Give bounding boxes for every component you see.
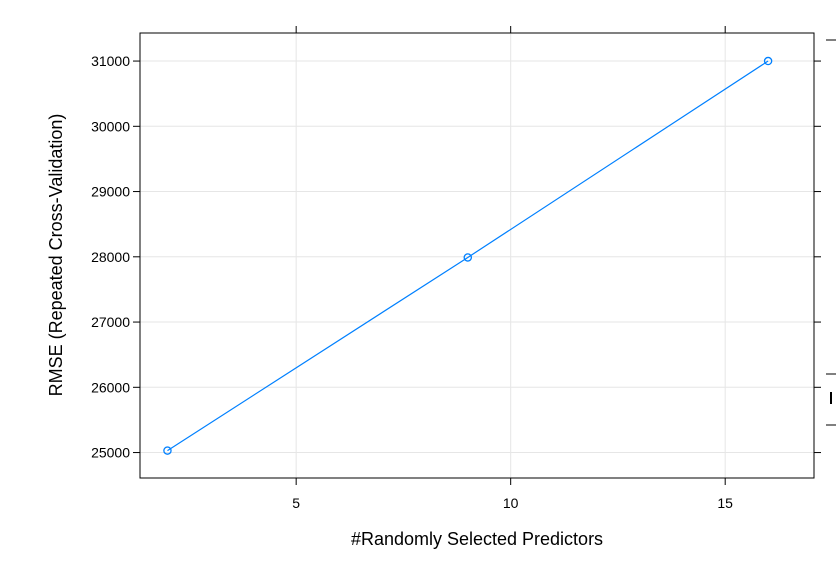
y-tick-label: 28000: [91, 249, 130, 265]
y-tick-label: 30000: [91, 118, 130, 134]
y-tick-label: 26000: [91, 379, 130, 395]
y-axis-title: RMSE (Repeated Cross-Validation): [46, 114, 66, 397]
data-point: [463, 253, 473, 262]
right-edge-fragment: [826, 39, 836, 426]
series-layer: [163, 56, 773, 455]
series-line: [167, 60, 769, 452]
x-tick-label: 10: [503, 495, 519, 511]
y-tick-label: 29000: [91, 184, 130, 200]
axis-ticks: 5 10 15 25000 26000 27000 28000 29000 30000 31000: [91, 26, 821, 511]
data-point: [163, 446, 172, 455]
x-tick-label: 5: [292, 495, 300, 511]
y-tick-label: 27000: [91, 314, 130, 330]
x-axis-title: #Randomly Selected Predictors: [351, 529, 603, 549]
grid: [140, 33, 814, 478]
x-tick-label: 15: [717, 495, 733, 511]
y-tick-label: 31000: [91, 53, 130, 69]
y-tick-label: 25000: [91, 445, 130, 461]
data-point: [763, 56, 773, 66]
plot-panel: [139, 32, 815, 479]
